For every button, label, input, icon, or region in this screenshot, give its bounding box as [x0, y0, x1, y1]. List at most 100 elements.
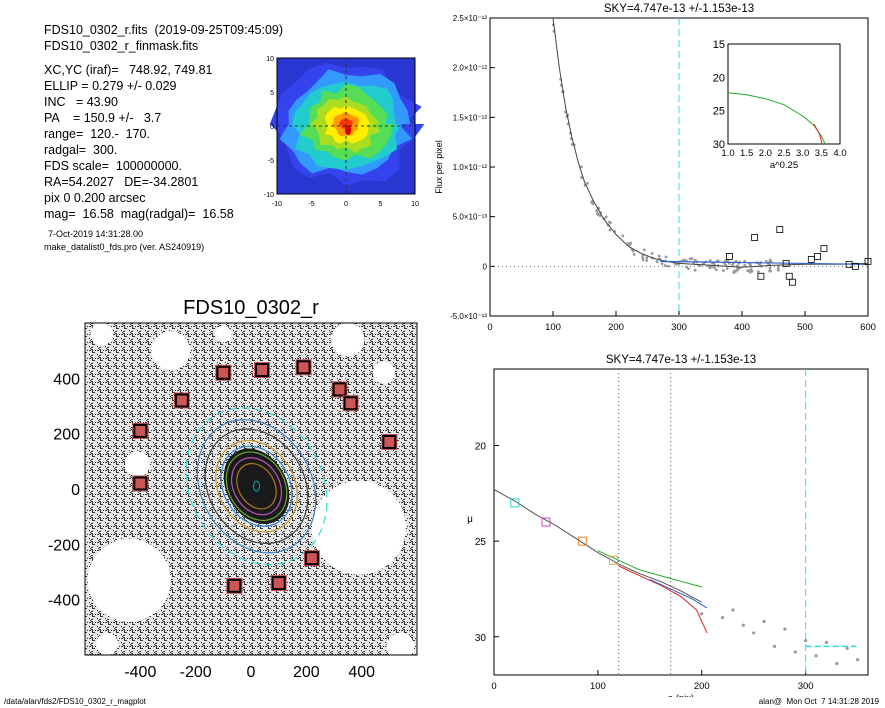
box-marker: [751, 234, 759, 241]
map-peak: [345, 125, 352, 136]
data-point: [693, 268, 697, 272]
x-tick-label: 500: [797, 322, 813, 333]
x-tick-label: -5: [308, 201, 314, 208]
header-line: pix 0 0.200 arcsec: [44, 191, 146, 205]
box-marker: [782, 259, 790, 267]
image-frame: [84, 322, 418, 656]
y-tick-label: 200: [53, 427, 80, 444]
mask-square: [132, 475, 149, 492]
y-tick-label: 1.5×10⁻¹²: [453, 113, 488, 122]
mask-hole: [331, 323, 365, 357]
x-tick-label: 0: [487, 322, 492, 333]
y-tick-label: -10: [264, 192, 274, 199]
profile-fit-line: [660, 260, 869, 265]
header-info: FDS10_0302_r.fits (2019-09-25T09:45:09) …: [44, 22, 283, 254]
inset-frame: [727, 43, 841, 145]
data-point: [702, 261, 706, 265]
y-tick-label: 5.0×10⁻¹³: [453, 213, 488, 222]
data-point: [690, 257, 694, 261]
x-axis-label: a (pix): [668, 693, 694, 697]
x-tick-label: -200: [180, 664, 212, 681]
data-point: [768, 258, 772, 262]
profile-line: [649, 578, 708, 609]
radius-marker: [608, 555, 618, 565]
inset-y-tick-label: 15: [713, 39, 725, 51]
radius-marker: [510, 498, 520, 508]
data-point: [741, 623, 745, 627]
mask-hole: [215, 325, 232, 343]
data-point: [641, 258, 645, 262]
data-point: [632, 253, 636, 256]
header-line: RA=54.2027 DE=-34.2801: [44, 175, 199, 189]
header-line: ELLIP = 0.279 +/- 0.029: [44, 79, 177, 93]
data-point: [685, 265, 688, 269]
mask-hole: [90, 323, 113, 346]
inset-x-tick-label: 4.0: [833, 148, 846, 159]
data-point: [663, 264, 667, 267]
data-point: [642, 248, 646, 252]
header-line: radgal= 300.: [44, 143, 118, 157]
inset-x-tick-label: 3.5: [815, 148, 828, 159]
data-point: [708, 266, 712, 270]
data-point: [752, 631, 756, 635]
x-tick-label: -400: [124, 664, 156, 681]
mask-square-border: [174, 393, 189, 408]
data-point: [700, 612, 704, 616]
header-line: FDS10_0302_r.fits (2019-09-25T09:45:09): [44, 23, 284, 37]
header-version: make_datalist0_fds.pro (ver. AS240919): [44, 242, 205, 252]
data-point: [664, 255, 668, 259]
data-point: [693, 258, 697, 262]
data-point: [650, 252, 654, 255]
x-tick-label: 300: [798, 681, 814, 692]
inset-x-axis-label: a^0.25: [770, 160, 798, 171]
y-tick-label: -5.0×10⁻¹³: [450, 312, 487, 321]
footer-stamp: alan@ Mon Oct 7 14:31:28 2019: [758, 697, 879, 706]
isophote: [225, 451, 288, 522]
chart-title: FDS10_0302_r: [183, 297, 319, 319]
mask-square: [295, 359, 312, 376]
data-point: [856, 658, 860, 662]
galaxy-core: [223, 448, 290, 524]
mask-square-border: [216, 365, 231, 380]
data-point: [726, 259, 730, 263]
data-point: [645, 259, 649, 262]
mask-square-border: [133, 423, 148, 438]
x-tick-label: 200: [608, 322, 624, 333]
chart-title: SKY=4.747e-13 +/-1.153e-13: [604, 3, 754, 15]
header-date: 7-Oct-2019 14:31:28.00: [48, 229, 144, 239]
data-point: [768, 266, 772, 270]
isophote: [230, 457, 283, 516]
box-marker: [776, 226, 784, 233]
y-tick-label: 2.0×10⁻¹²: [453, 64, 488, 73]
data-point: [743, 263, 747, 267]
data-point: [710, 265, 714, 269]
data-point: [645, 256, 649, 260]
data-point: [768, 269, 771, 273]
inset-y-tick-label: 20: [713, 72, 725, 84]
header-line: XC,YC (iraf)= 748.92, 749.81: [44, 63, 213, 77]
box-marker: [785, 272, 793, 280]
box-marker: [788, 278, 796, 286]
x-tick-label: 0: [491, 681, 496, 692]
mask-hole: [151, 331, 191, 371]
footer-path: /data/alan/fds2/FDS10_0302_r_magplot: [4, 697, 146, 706]
data-point: [608, 228, 612, 232]
x-tick-label: 300: [671, 322, 687, 333]
y-tick-label: 0: [270, 124, 274, 131]
data-point: [804, 638, 808, 643]
x-tick-label: 400: [734, 322, 750, 333]
data-point: [732, 271, 736, 275]
mask-square: [132, 422, 149, 439]
inset-y-tick-label: 30: [713, 139, 725, 151]
data-point: [747, 269, 751, 273]
x-tick-label: 100: [590, 681, 606, 692]
profile-line: [597, 550, 702, 588]
inset-x-tick-label: 2.0: [759, 148, 772, 159]
header-line: range= 120.- 170.: [44, 127, 150, 141]
data-point: [772, 644, 777, 648]
surface-brightness-chart: SKY=4.747e-13 +/-1.153e-13 0 100 200 300 20 25…: [467, 354, 869, 697]
spacer: [44, 54, 283, 62]
data-point: [657, 254, 661, 258]
mask-square: [342, 395, 359, 412]
y-axis-label: Flux per pixel: [434, 140, 444, 194]
